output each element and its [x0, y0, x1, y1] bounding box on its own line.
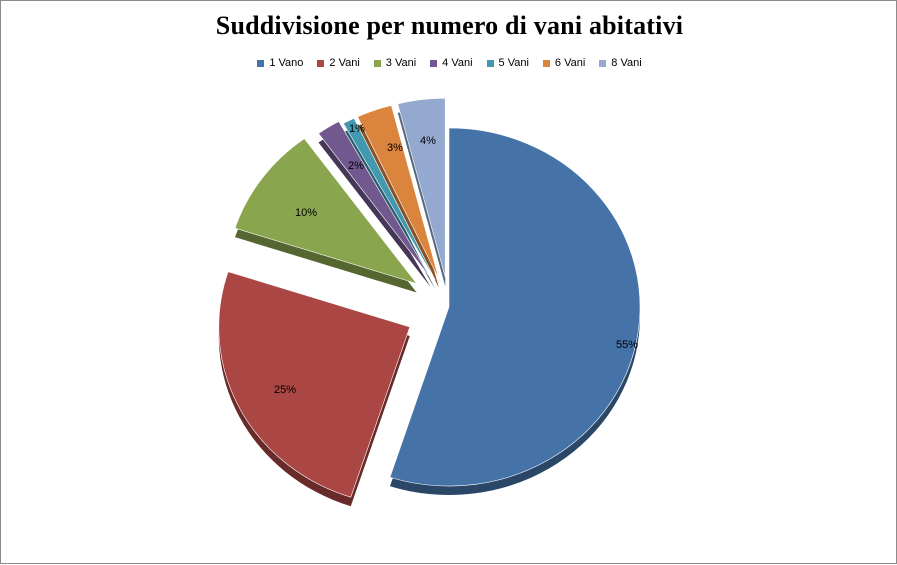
- data-label-2-vani: 25%: [274, 384, 296, 396]
- slice-3-vani: [234, 138, 418, 285]
- legend-label: 3 Vani: [385, 57, 417, 69]
- legend: 1 Vano 2 Vani 3 Vani 4 Vani 5 Vani 6 Van…: [1, 57, 897, 69]
- legend-swatch: [430, 59, 438, 67]
- legend-label: 4 Vani: [442, 57, 473, 69]
- slice-8-vani: [397, 97, 446, 278]
- legend-item-1-vano: 1 Vano: [257, 57, 303, 69]
- data-label-3-vani: 10%: [295, 207, 317, 219]
- chart-title: Suddivisione per numero di vani abitativ…: [215, 11, 684, 40]
- slice-2-vani: [218, 271, 411, 498]
- legend-label: 8 Vani: [611, 57, 642, 69]
- slice-6-vani: [357, 105, 440, 279]
- legend-label: 2 Vani: [329, 57, 360, 69]
- data-label-8-vani: 4%: [420, 135, 436, 147]
- legend-label: 1 Vano: [269, 57, 304, 69]
- data-label-5-vani: 1%: [349, 123, 365, 135]
- legend-swatch: [257, 59, 265, 67]
- legend-swatch: [373, 59, 381, 67]
- data-label-6-vani: 3%: [387, 142, 403, 154]
- legend-swatch: [486, 59, 494, 67]
- slice-4-vani: [318, 121, 432, 279]
- legend-swatch: [542, 59, 550, 67]
- legend-item-8-vani: 8 Vani: [599, 57, 642, 69]
- pie-slices: [218, 97, 641, 498]
- legend-item-2-vani: 2 Vani: [317, 57, 360, 69]
- data-labels: 55% 25% 10% 2% 1% 3% 4%: [274, 123, 638, 396]
- legend-item-4-vani: 4 Vani: [430, 57, 473, 69]
- legend-swatch: [317, 59, 325, 67]
- legend-swatch: [599, 59, 607, 67]
- legend-label: 5 Vani: [498, 57, 529, 69]
- legend-item-6-vani: 6 Vani: [542, 57, 586, 69]
- legend-item-5-vani: 5 Vani: [486, 57, 529, 69]
- legend-label: 6 Vani: [554, 57, 586, 69]
- slice-1-vano: [389, 127, 641, 487]
- data-label-1-vano: 55%: [616, 339, 638, 351]
- slice-5-vani: [342, 117, 436, 281]
- data-label-4-vani: 2%: [348, 160, 364, 172]
- legend-item-3-vani: 3 Vani: [373, 57, 417, 69]
